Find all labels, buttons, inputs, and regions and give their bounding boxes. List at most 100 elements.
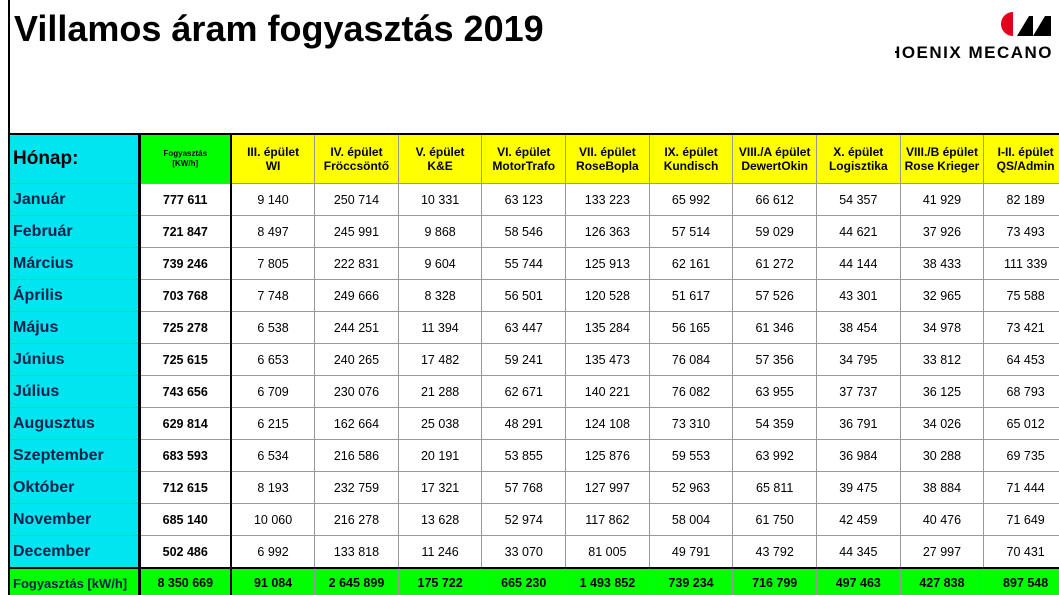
value-cell: 42 459: [815, 503, 901, 536]
value-cell: 56 501: [481, 279, 567, 312]
value-cell: 73 421: [983, 311, 1059, 344]
value-cell: 57 356: [732, 343, 817, 376]
value-cell: 17 482: [397, 343, 483, 376]
total-label: Fogyasztás [kW/h]: [8, 567, 141, 595]
value-cell: 58 546: [481, 215, 567, 248]
header-line: WI: [265, 159, 281, 173]
header-line: I-II. épület: [997, 145, 1054, 159]
logo-shape: [1001, 12, 1013, 36]
table-row: Június 725 615 6 653 240 265 17 482 59 241 135…: [8, 343, 1059, 376]
header-row: Hónap: Fogyasztás [KW/h] III. épület WI IV. é…: [8, 133, 1059, 184]
header-cell: VIII./B épület Rose Krieger: [899, 133, 985, 184]
value-cell: 62 161: [648, 247, 734, 280]
value-cell: 140 221: [565, 375, 650, 408]
value-cell: 230 076: [314, 375, 399, 408]
value-cell: 64 453: [983, 343, 1059, 376]
total-cell: 2 645 899: [314, 567, 399, 595]
value-cell: 40 476: [899, 503, 985, 536]
value-cell: 34 978: [899, 311, 985, 344]
value-cell: 52 963: [648, 471, 734, 504]
table-row: November 685 140 10 060 216 278 13 628 52 974…: [8, 503, 1059, 536]
value-cell: 135 284: [565, 311, 650, 344]
header-cell: III. épület WI: [230, 133, 316, 184]
header-line: IV. épület: [330, 145, 383, 159]
value-cell: 712 615: [138, 471, 232, 504]
value-cell: 51 617: [648, 279, 734, 312]
table-row: Október 712 615 8 193 232 759 17 321 57 768 12…: [8, 471, 1059, 504]
table-row: Január 777 611 9 140 250 714 10 331 63 123 133…: [8, 183, 1059, 216]
value-cell: 62 671: [481, 375, 567, 408]
total-cell: 175 722: [397, 567, 483, 595]
value-cell: 61 750: [732, 503, 817, 536]
value-cell: 65 992: [648, 183, 734, 216]
value-cell: 36 125: [899, 375, 985, 408]
table-row: December 502 486 6 992 133 818 11 246 33 070 8…: [8, 535, 1059, 569]
value-cell: 48 291: [481, 407, 567, 440]
header-cell: X. épület Logisztika: [815, 133, 901, 184]
value-cell: 57 526: [732, 279, 817, 312]
header-line: III. épület: [247, 145, 300, 159]
value-cell: 71 444: [983, 471, 1059, 504]
table-row: Március 739 246 7 805 222 831 9 604 55 744 125…: [8, 247, 1059, 280]
logo-shape: [1017, 16, 1051, 36]
table-row: Május 725 278 6 538 244 251 11 394 63 447 135 …: [8, 311, 1059, 344]
value-cell: 63 992: [732, 439, 817, 472]
value-cell: 39 475: [815, 471, 901, 504]
header-cell: VI. épület MotorTrafo: [481, 133, 567, 184]
value-cell: 63 123: [481, 183, 567, 216]
header-cell: I-II. épület QS/Admin: [983, 133, 1059, 184]
value-cell: 739 246: [138, 247, 232, 280]
table-row: Július 743 656 6 709 230 076 21 288 62 671 140…: [8, 375, 1059, 408]
value-cell: 245 991: [314, 215, 399, 248]
value-cell: 70 431: [983, 535, 1059, 569]
value-cell: 63 447: [481, 311, 567, 344]
value-cell: 82 189: [983, 183, 1059, 216]
header-line: K&E: [427, 159, 453, 173]
value-cell: 6 215: [230, 407, 316, 440]
header-line: Rose Krieger: [904, 159, 980, 173]
value-cell: 54 357: [815, 183, 901, 216]
value-cell: 725 278: [138, 311, 232, 344]
total-cell: 91 084: [230, 567, 316, 595]
total-cell: 427 838: [899, 567, 985, 595]
value-cell: 36 791: [815, 407, 901, 440]
value-cell: 66 612: [732, 183, 817, 216]
value-cell: 54 359: [732, 407, 817, 440]
value-cell: 59 029: [732, 215, 817, 248]
value-cell: 703 768: [138, 279, 232, 312]
value-cell: 8 497: [230, 215, 316, 248]
value-cell: 502 486: [138, 535, 232, 569]
value-cell: 721 847: [138, 215, 232, 248]
header-line: Fröccsöntő: [323, 159, 390, 173]
table-row: Szeptember 683 593 6 534 216 586 20 191 53 85…: [8, 439, 1059, 472]
value-cell: 11 394: [397, 311, 483, 344]
value-cell: 57 768: [481, 471, 567, 504]
value-cell: 33 812: [899, 343, 985, 376]
value-cell: 38 884: [899, 471, 985, 504]
total-cell: 665 230: [481, 567, 567, 595]
value-cell: 61 272: [732, 247, 817, 280]
value-cell: 69 735: [983, 439, 1059, 472]
header-line: Kundisch: [663, 159, 719, 173]
value-cell: 76 082: [648, 375, 734, 408]
header-line: VIII./A épület: [738, 145, 811, 159]
header-cell: IV. épület Fröccsöntő: [314, 133, 399, 184]
header-line: MotorTrafo: [492, 159, 556, 173]
value-cell: 37 926: [899, 215, 985, 248]
value-cell: 13 628: [397, 503, 483, 536]
value-cell: 76 084: [648, 343, 734, 376]
value-cell: 52 974: [481, 503, 567, 536]
value-cell: 49 791: [648, 535, 734, 569]
month-cell: Május: [8, 311, 141, 344]
header-cell: Hónap:: [8, 133, 141, 184]
value-cell: 250 714: [314, 183, 399, 216]
value-cell: 683 593: [138, 439, 232, 472]
value-cell: 133 223: [565, 183, 650, 216]
month-cell: Október: [8, 471, 141, 504]
value-cell: 232 759: [314, 471, 399, 504]
total-cell: 897 548: [983, 567, 1059, 595]
value-cell: 216 586: [314, 439, 399, 472]
value-cell: 81 005: [565, 535, 650, 569]
value-cell: 6 709: [230, 375, 316, 408]
